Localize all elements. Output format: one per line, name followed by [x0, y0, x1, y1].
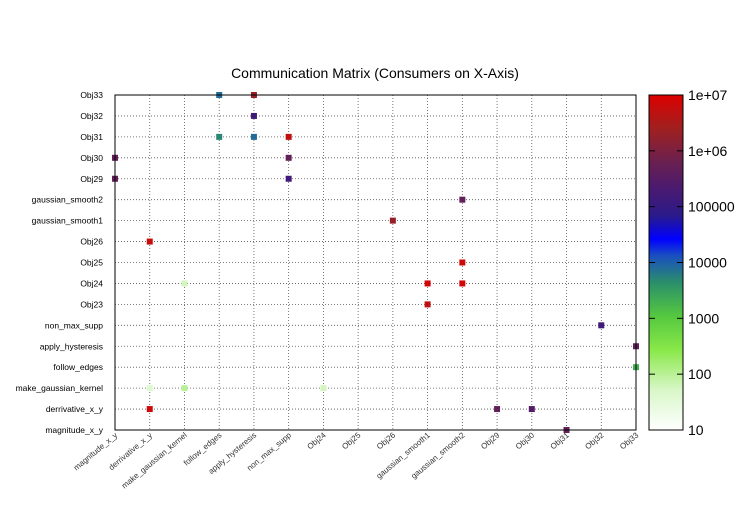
- data-point: [424, 280, 431, 287]
- y-tick-label: apply_hysteresis: [40, 341, 103, 351]
- data-point: [598, 322, 605, 329]
- data-point: [494, 406, 501, 413]
- data-point: [285, 133, 292, 140]
- colorbar-tick-label: 1e+06: [688, 143, 728, 159]
- y-tick-label: Obj30: [80, 153, 103, 163]
- grid-lines: [114, 94, 637, 431]
- data-point: [250, 112, 257, 119]
- x-tick-label: Obj24: [306, 430, 329, 451]
- colorbar-tick-label: 10: [688, 422, 704, 438]
- colorbar-tick-label: 10000: [688, 255, 727, 271]
- colorbar-tick-label: 100: [688, 366, 712, 382]
- x-tick-label: make_gaussian_kernel: [120, 430, 189, 490]
- y-tick-label: Obj26: [80, 237, 103, 247]
- y-tick-label: Obj32: [80, 111, 103, 121]
- data-point: [250, 133, 257, 140]
- y-tick-label: Obj24: [80, 278, 103, 288]
- colorbar-tick-label: 100000: [688, 199, 735, 215]
- data-point: [424, 301, 431, 308]
- x-tick-label: Obj30: [514, 430, 537, 451]
- y-tick-label: gaussian_smooth2: [32, 195, 104, 205]
- x-tick-label: Obj25: [340, 430, 363, 451]
- data-point: [459, 259, 466, 266]
- y-tick-label: Obj29: [80, 174, 103, 184]
- x-tick-label: Obj31: [549, 430, 572, 451]
- y-tick-label: Obj23: [80, 299, 103, 309]
- data-point: [459, 280, 466, 287]
- data-point: [389, 217, 396, 224]
- y-tick-label: follow_edges: [53, 362, 103, 372]
- data-point: [146, 406, 153, 413]
- data-point: [528, 406, 535, 413]
- data-point: [285, 154, 292, 161]
- x-tick-label: Obj33: [618, 430, 641, 451]
- chart-title: Communication Matrix (Consumers on X-Axi…: [231, 65, 519, 81]
- y-tick-label: magnitude_x_y: [45, 425, 103, 435]
- x-tick-label: Obj26: [375, 430, 398, 451]
- x-axis-tick-labels: magnitude_x_yderrivative_x_ymake_gaussia…: [72, 430, 641, 490]
- data-point: [146, 238, 153, 245]
- y-axis-tick-labels: magnitude_x_y derrivative_x_y make_gaussia…: [16, 90, 104, 435]
- data-point: [459, 196, 466, 203]
- y-tick-label: non_max_supp: [45, 320, 103, 330]
- data-point: [216, 133, 223, 140]
- colorbar-tick-labels: 10 100 1000 10000 100000 1e+06 1e+07: [649, 87, 735, 438]
- y-tick-label: derrivative_x_y: [46, 404, 104, 414]
- data-point: [181, 385, 188, 392]
- data-point: [285, 175, 292, 182]
- data-point: [320, 385, 327, 392]
- x-tick-label: Obj29: [479, 430, 502, 451]
- y-tick-label: gaussian_smooth1: [32, 216, 104, 226]
- x-tick-label: Obj32: [583, 430, 606, 451]
- data-point: [181, 280, 188, 287]
- plot-frame: [114, 94, 637, 431]
- y-tick-label: Obj31: [80, 132, 103, 142]
- colorbar-tick-label: 1000: [688, 310, 719, 326]
- colorbar-tick-label: 1e+07: [688, 87, 728, 103]
- y-tick-label: Obj33: [80, 90, 103, 100]
- data-point: [146, 385, 153, 392]
- y-tick-label: make_gaussian_kernel: [16, 383, 104, 393]
- y-tick-label: Obj25: [80, 258, 103, 268]
